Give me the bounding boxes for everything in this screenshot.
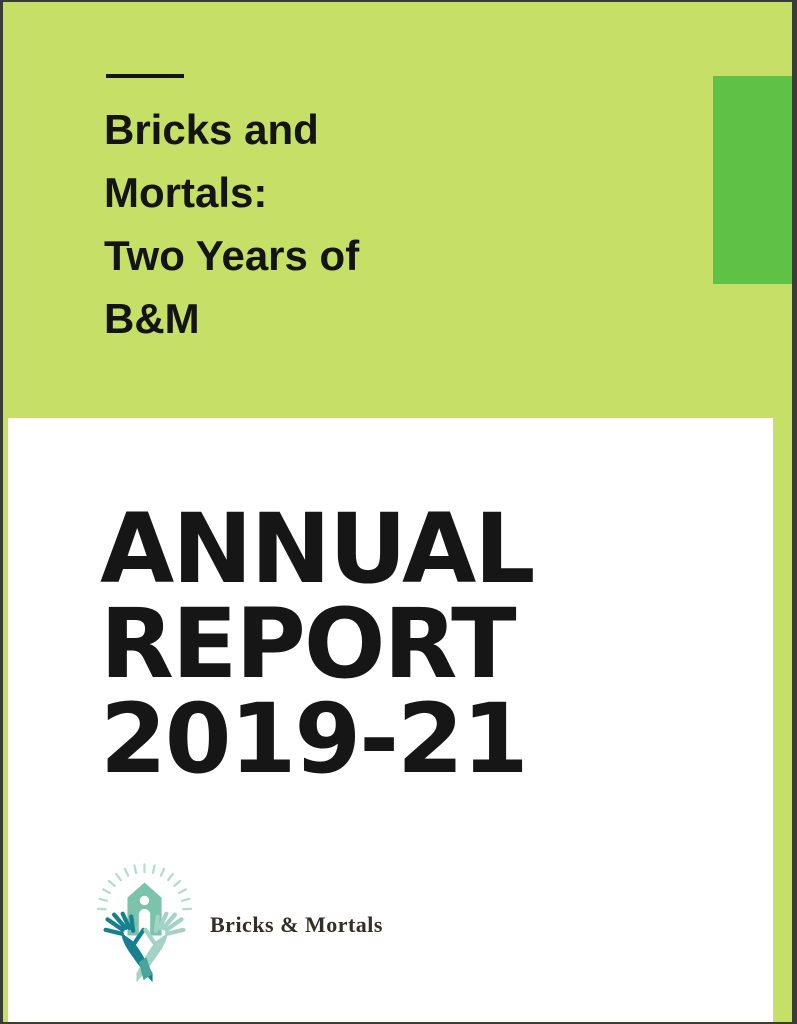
- cover-subtitle-line: Two Years of: [104, 232, 360, 279]
- logo-wordmark: Bricks & Mortals: [210, 912, 383, 937]
- title-accent-rule: [106, 74, 184, 78]
- cover-subtitle: Bricks and Mortals: Two Years of B&M: [104, 98, 664, 350]
- hands-icon: [103, 911, 186, 982]
- cover-subtitle-line: B&M: [104, 295, 200, 342]
- accent-rectangle: [713, 76, 792, 284]
- report-title-line: 2019-21: [100, 683, 529, 795]
- report-title-line: ANNUAL: [100, 493, 535, 605]
- report-title: ANNUAL REPORT 2019-21: [100, 493, 720, 795]
- cover-subtitle-line: Bricks and: [104, 106, 319, 153]
- cover-subtitle-line: Mortals:: [104, 169, 268, 216]
- report-title-line: REPORT: [100, 588, 517, 700]
- logo: Bricks & Mortals: [97, 852, 517, 992]
- logo-rays: [97, 863, 192, 911]
- bricks-and-mortals-logo-icon: [97, 863, 192, 982]
